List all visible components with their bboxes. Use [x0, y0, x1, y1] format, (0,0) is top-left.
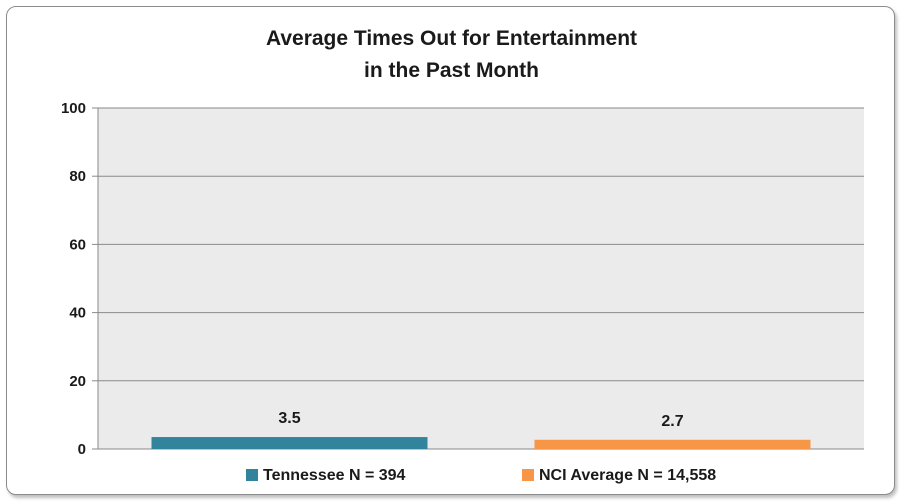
legend-label-nci-average-n-14-558: NCI Average N = 14,558 — [539, 467, 716, 484]
y-tick-label-100: 100 — [61, 100, 86, 117]
legend-swatch-tennessee-n-394 — [246, 469, 258, 481]
legend-swatch-nci-average-n-14-558 — [522, 469, 534, 481]
y-tick-label-40: 40 — [69, 305, 86, 322]
y-tick-label-0: 0 — [78, 441, 86, 458]
legend-label-tennessee-n-394: Tennessee N = 394 — [263, 467, 406, 484]
y-tick-label-80: 80 — [69, 168, 86, 185]
y-tick-label-20: 20 — [69, 373, 86, 390]
y-tick-label-60: 60 — [69, 236, 86, 253]
bar-tennessee-n-394 — [151, 437, 428, 449]
chart-title-line-2: in the Past Month — [364, 59, 539, 82]
plot-area — [98, 108, 864, 449]
data-label-nci-average-n-14-558: 2.7 — [661, 413, 683, 430]
chart-title-line-1: Average Times Out for Entertainment — [265, 27, 638, 50]
bar-nci-average-n-14-558 — [534, 439, 811, 449]
data-label-tennessee-n-394: 3.5 — [278, 410, 300, 427]
